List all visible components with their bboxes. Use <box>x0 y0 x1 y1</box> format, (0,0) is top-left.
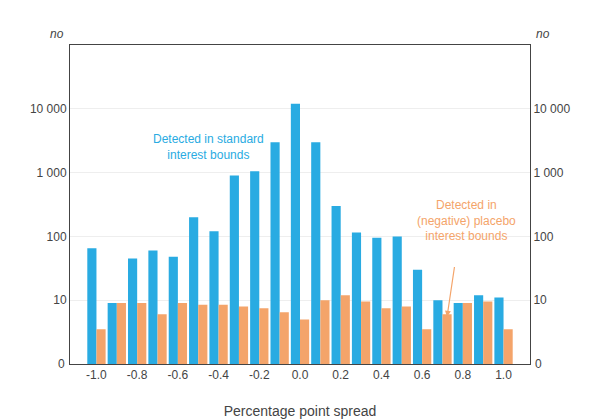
svg-text:no: no <box>50 27 64 41</box>
svg-text:0.6: 0.6 <box>414 368 431 382</box>
svg-text:100: 100 <box>47 230 67 244</box>
svg-text:0.8: 0.8 <box>454 368 471 382</box>
svg-text:1 000: 1 000 <box>533 166 563 180</box>
svg-text:Detected in standardinterest b: Detected in standardinterest bounds <box>153 132 264 162</box>
svg-text:-0.8: -0.8 <box>127 368 148 382</box>
svg-text:10 000: 10 000 <box>30 102 67 116</box>
svg-text:-0.4: -0.4 <box>208 368 229 382</box>
svg-text:-1.0: -1.0 <box>86 368 107 382</box>
svg-text:no: no <box>536 27 550 41</box>
svg-text:10 000: 10 000 <box>533 102 570 116</box>
svg-text:0: 0 <box>58 357 65 371</box>
svg-text:1 000: 1 000 <box>37 166 67 180</box>
svg-text:Percentage point spread: Percentage point spread <box>224 403 377 419</box>
svg-text:0: 0 <box>535 357 542 371</box>
svg-text:10: 10 <box>53 293 67 307</box>
svg-text:100: 100 <box>533 230 553 244</box>
svg-text:0.4: 0.4 <box>373 368 390 382</box>
svg-text:0.2: 0.2 <box>332 368 349 382</box>
svg-text:Detected in(negative) placeboi: Detected in(negative) placebointerest bo… <box>417 198 516 243</box>
svg-text:0.0: 0.0 <box>292 368 309 382</box>
svg-text:10: 10 <box>533 293 547 307</box>
svg-text:1.0: 1.0 <box>495 368 512 382</box>
svg-text:-0.6: -0.6 <box>168 368 189 382</box>
svg-text:-0.2: -0.2 <box>249 368 270 382</box>
